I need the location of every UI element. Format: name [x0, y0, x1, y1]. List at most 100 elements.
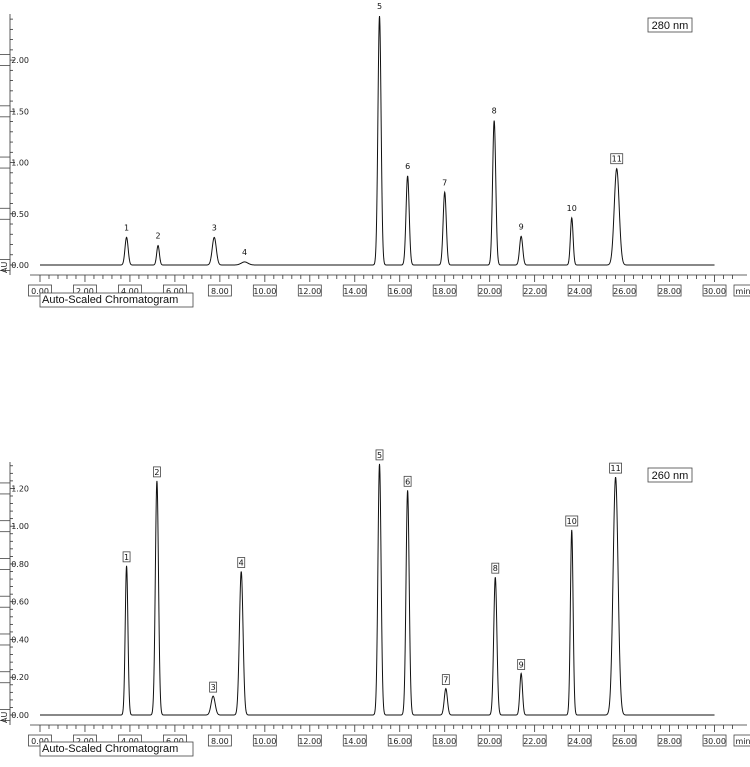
x-tick-label: 22.00 — [523, 287, 546, 296]
y-tick-label: 0.20 — [11, 673, 29, 682]
peak-label-box — [237, 557, 246, 568]
y-tick-label: 0.00 — [11, 261, 29, 270]
y-tick-label-box — [0, 633, 11, 646]
peak-label: 1 — [124, 553, 129, 562]
wavelength-label-box — [647, 17, 693, 33]
x-tick-label-box — [297, 284, 322, 297]
x-tick-label: 16.00 — [388, 287, 411, 296]
x-tick-label: 18.00 — [433, 737, 456, 746]
peak-label-box — [610, 153, 624, 165]
x-tick-label: 4.00 — [121, 287, 139, 296]
peak-label: 1 — [124, 223, 129, 232]
chromatogram-panel-280nm: 0.00 0.50 1.00 1.50 2.00 1 2 3 4 5 6 7 8 9 10 11 0.00 2.0… — [0, 2, 750, 308]
x-tick-label-box — [522, 284, 547, 297]
x-tick-label: 30.00 — [703, 737, 726, 746]
y-tick-label-box — [0, 207, 11, 220]
y-tick-label: 0.40 — [11, 635, 29, 644]
peak-label-box — [122, 551, 131, 563]
x-axis-unit: min — [735, 287, 750, 296]
y-tick-label: 0.50 — [11, 210, 29, 219]
x-tick-label-box — [702, 284, 727, 297]
peak-label: 6 — [405, 477, 410, 486]
chromatogram-trace — [40, 16, 715, 266]
y-tick-label: 2.00 — [11, 56, 29, 65]
x-axis-unit: min — [735, 737, 750, 746]
x-tick-label: 26.00 — [613, 737, 636, 746]
x-tick-label: 2.00 — [76, 737, 94, 746]
y-tick-label: 1.00 — [11, 522, 29, 531]
peak-label: 3 — [211, 683, 216, 692]
peak-label-box — [517, 659, 526, 670]
x-tick-label-box — [657, 284, 682, 297]
x-tick-label: 28.00 — [658, 287, 681, 296]
x-tick-label: 20.00 — [478, 737, 501, 746]
chart-caption: Auto-Scaled Chromatogram — [42, 743, 178, 755]
chromatogram-panel-260nm: 0.00 0.20 0.40 0.60 0.80 1.00 1.20 1 2 3 4 5 6 7 8 9 10 1… — [0, 449, 750, 757]
y-tick-label: 1.20 — [11, 484, 29, 493]
caption-box — [39, 292, 194, 308]
x-tick-label-box — [252, 734, 277, 747]
x-tick-label: 8.00 — [211, 287, 229, 296]
x-tick-label: 2.00 — [76, 287, 94, 296]
x-tick-label-box — [477, 284, 502, 297]
x-tick-label-box — [252, 284, 277, 297]
x-tick-label: 12.00 — [298, 287, 321, 296]
peak-label: 10 — [567, 204, 577, 213]
y-tick-label: 1.00 — [11, 159, 29, 168]
caption-box — [39, 741, 194, 757]
x-tick-label: 4.00 — [121, 737, 139, 746]
peak-label-box — [403, 475, 412, 487]
x-tick-label: 14.00 — [343, 287, 366, 296]
x-tick-label: 24.00 — [568, 287, 591, 296]
x-tick-label-box — [342, 734, 367, 747]
x-tick-label-box — [387, 734, 412, 747]
y-tick-label-box — [0, 709, 11, 721]
peak-label: 11 — [610, 464, 620, 473]
x-tick-label: 0.00 — [31, 287, 49, 296]
x-tick-label: 30.00 — [703, 287, 726, 296]
peak-label-box — [491, 562, 500, 574]
x-tick-label-box — [387, 284, 412, 297]
x-tick-label: 6.00 — [166, 737, 184, 746]
x-tick-label: 12.00 — [298, 737, 321, 746]
x-tick-label: 26.00 — [613, 287, 636, 296]
peak-label-box — [441, 674, 450, 685]
x-tick-label-box — [432, 284, 457, 297]
y-tick-label: 0.00 — [11, 711, 29, 720]
x-tick-label: 24.00 — [568, 737, 591, 746]
peak-label: 2 — [154, 468, 159, 477]
peak-label: 9 — [519, 222, 524, 231]
y-tick-label-box — [0, 156, 11, 169]
x-unit-box — [733, 284, 750, 297]
x-tick-label: 0.00 — [31, 737, 49, 746]
peak-label-box — [375, 449, 384, 461]
x-unit-box — [733, 734, 750, 747]
x-tick-label-box — [477, 734, 502, 747]
y-tick-label-box — [0, 671, 11, 684]
x-tick-label-box — [207, 284, 232, 297]
x-tick-label-box — [432, 734, 457, 747]
peak-label: 5 — [377, 451, 382, 460]
peak-label: 7 — [442, 178, 447, 187]
x-tick-label: 8.00 — [211, 737, 229, 746]
y-tick-label-box — [0, 482, 11, 495]
y-tick-label-box — [0, 105, 11, 118]
x-tick-label: 28.00 — [658, 737, 681, 746]
y-tick-label-box — [0, 259, 11, 271]
wavelength-label: 280 nm — [652, 20, 689, 32]
peak-label: 3 — [212, 223, 217, 232]
peak-label: 5 — [377, 2, 382, 11]
y-axis-unit: AU — [0, 712, 9, 723]
y-tick-label: 0.80 — [11, 560, 29, 569]
peak-label-box — [153, 466, 161, 478]
peak-label-box — [609, 462, 622, 474]
peak-label-box — [209, 681, 218, 693]
peak-label: 9 — [519, 660, 524, 669]
y-tick-label: 1.50 — [11, 107, 29, 116]
x-tick-label-box — [657, 734, 682, 747]
x-tick-label-box — [612, 284, 637, 297]
x-tick-label: 6.00 — [166, 287, 184, 296]
peak-label: 4 — [242, 248, 247, 257]
x-tick-label-box — [612, 734, 637, 747]
